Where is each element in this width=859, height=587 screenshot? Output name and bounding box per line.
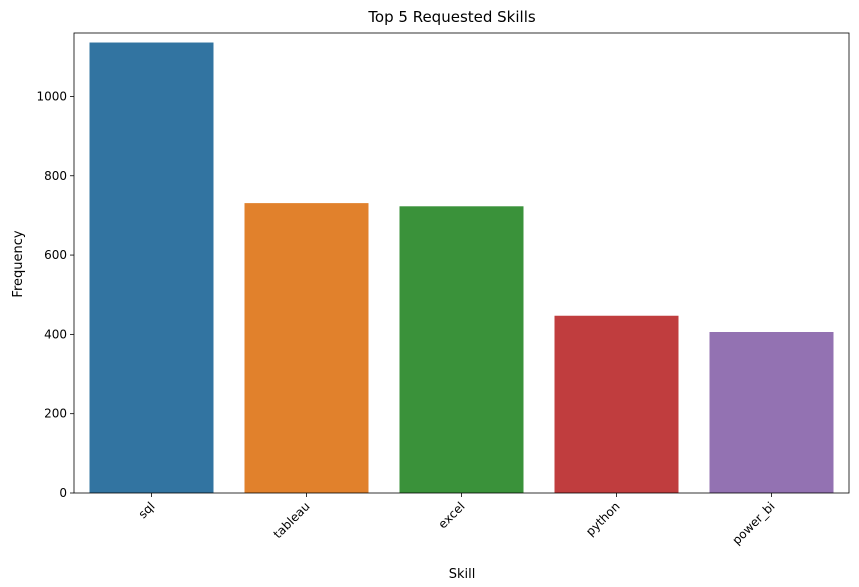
bar-excel	[399, 206, 524, 494]
x-tick-label: python	[583, 499, 623, 539]
x-tick-label: tableau	[271, 499, 313, 541]
x-axis-label: Skill	[449, 567, 476, 582]
x-tick-label: power_bi	[730, 499, 778, 547]
y-tick-label: 200	[44, 407, 67, 421]
bar-power_bi	[709, 332, 834, 493]
y-tick-label: 1000	[36, 89, 67, 103]
bar-sql	[89, 42, 214, 493]
x-tick-label: sql	[136, 499, 158, 521]
y-tick-label: 0	[59, 486, 67, 500]
y-tick-label: 600	[44, 248, 67, 262]
bar-tableau	[244, 203, 369, 493]
x-tick-label: excel	[436, 499, 468, 531]
bar-python	[554, 315, 679, 493]
y-tick-label: 400	[44, 327, 67, 341]
y-tick-label: 800	[44, 169, 67, 183]
y-axis-label: Frequency	[11, 230, 26, 297]
chart-title: Top 5 Requested Skills	[367, 8, 536, 26]
plot-area: 0 200 400 600 800 1000 sql tableau excel python po…	[36, 32, 850, 547]
